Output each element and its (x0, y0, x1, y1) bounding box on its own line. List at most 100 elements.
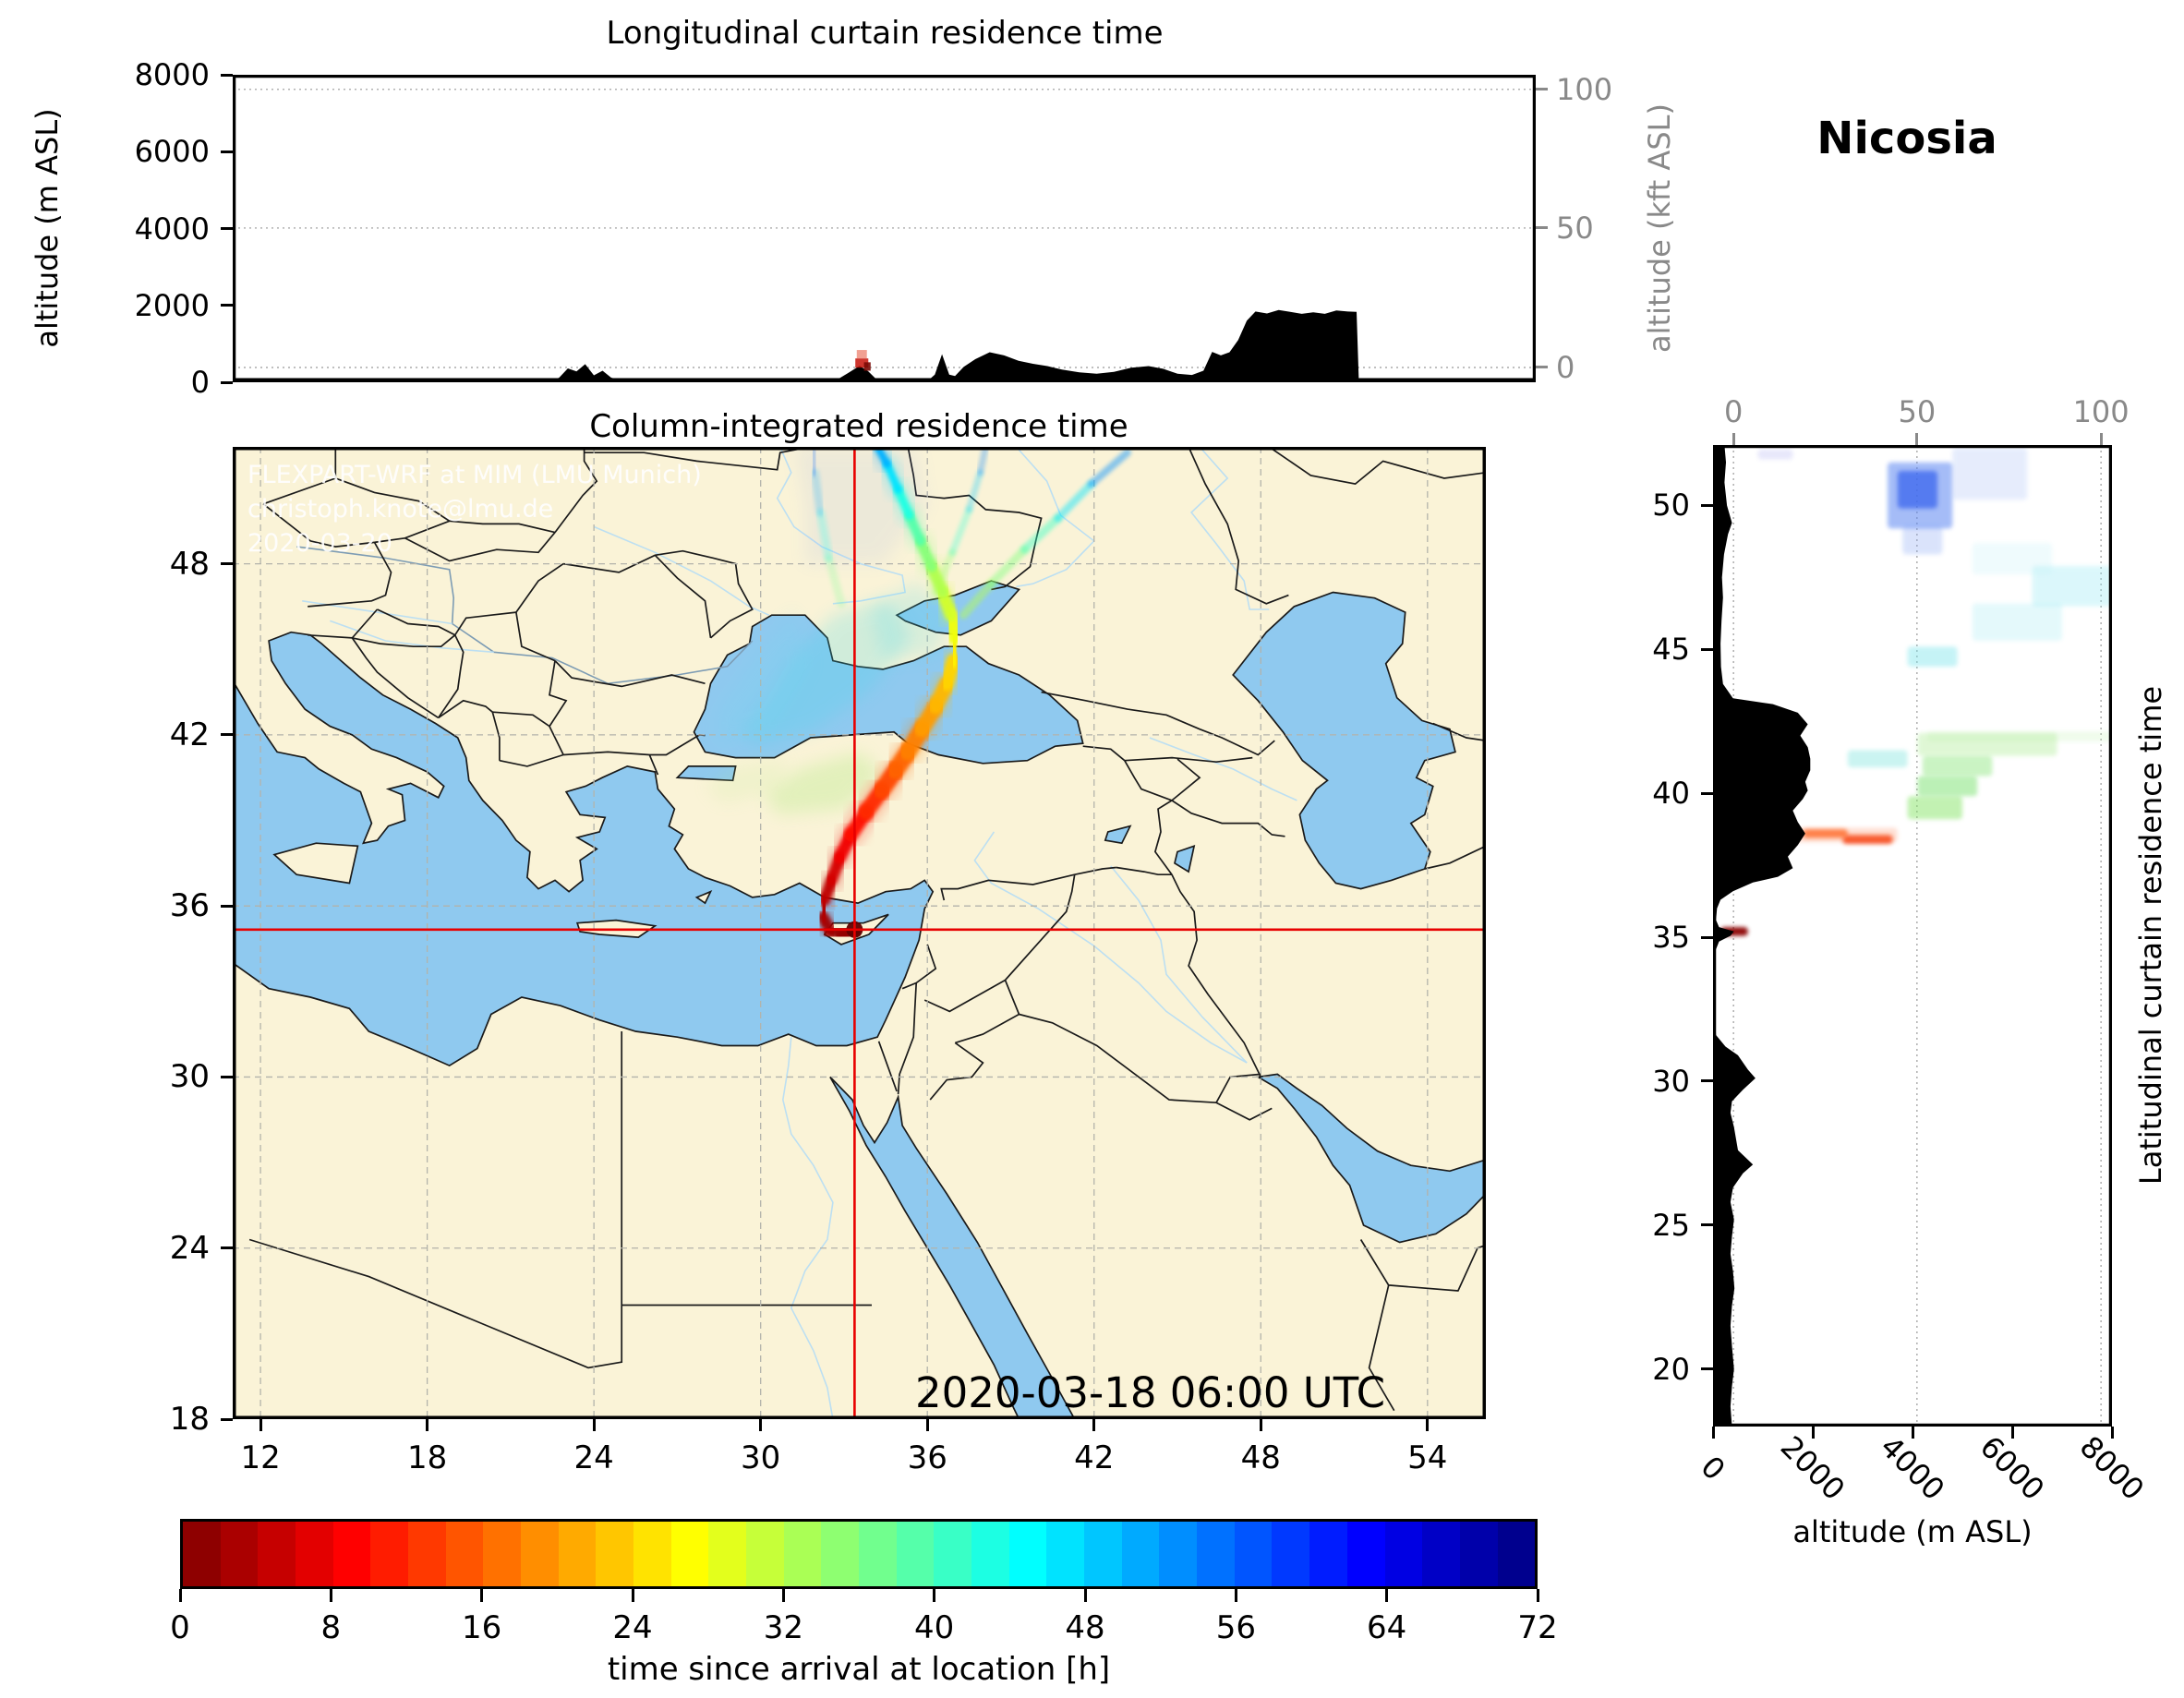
colorbar-segment (708, 1522, 747, 1586)
colorbar-segment (1272, 1522, 1310, 1586)
country-border (1116, 866, 1172, 876)
colorbar-tick-label: 48 (1065, 1609, 1105, 1646)
map-ytick-label: 18 (169, 1401, 210, 1438)
map-ytick-label: 30 (169, 1058, 210, 1096)
river (593, 525, 770, 616)
right-panel-ylabel: Latitudinal curtain residence time (2133, 685, 2168, 1186)
colorbar-segment (558, 1522, 597, 1586)
map-xtick-label: 30 (741, 1439, 781, 1476)
terrain-profile-latitudinal (1713, 445, 1811, 1427)
top-panel-ylabel-right: altitude (kft ASL) (1642, 103, 1677, 353)
colorbar-segment (670, 1522, 709, 1586)
country-border (352, 634, 456, 648)
colorbar-tick-label: 72 (1517, 1609, 1558, 1646)
right-panel-kft-tick-label: 100 (2072, 394, 2130, 429)
colorbar-segment (521, 1522, 559, 1586)
sea-lake_urmia (1174, 845, 1196, 873)
country-border (1153, 800, 1173, 875)
colorbar-segment (1008, 1522, 1047, 1586)
country-border (584, 447, 811, 471)
country-border (901, 944, 937, 990)
map-xtick (759, 1419, 763, 1431)
top-panel-ytick (221, 227, 233, 230)
right-panel-ytick-label: 40 (1652, 776, 1690, 812)
map-xtick (1426, 1419, 1430, 1431)
country-border (549, 726, 564, 755)
country-border (1124, 756, 1253, 764)
top-panel-kft-tick (1536, 226, 1548, 230)
top-panel-kft-tick-label: 50 (1556, 210, 1594, 246)
residence-blob (1907, 646, 1958, 668)
right-panel-ytick (1701, 935, 1713, 939)
residence-blob (2032, 565, 2112, 607)
residence-blob (1847, 750, 1908, 768)
diffuse-plume-fan (705, 757, 789, 803)
map-xtick (1259, 1419, 1262, 1431)
map-ytick (221, 904, 233, 908)
country-border (877, 1041, 898, 1092)
plume-segment (986, 545, 1030, 588)
right-panel-kft-tick-label: 50 (1898, 394, 1937, 429)
station-title: Nicosia (1816, 113, 1997, 164)
longitudinal-curtain-plot (233, 75, 1536, 382)
country-border (1004, 874, 1076, 981)
plume-segment (815, 508, 833, 562)
plume-segment (904, 510, 925, 547)
country-border (404, 532, 556, 562)
country-border (438, 699, 493, 719)
plume-segment (965, 469, 983, 513)
country-border (654, 554, 712, 639)
country-border (1188, 447, 1289, 605)
colorbar-tick (1536, 1589, 1539, 1602)
colorbar-label: time since arrival at location [h] (607, 1651, 1111, 1688)
right-panel-ytick (1701, 503, 1713, 507)
top-panel-ytick (221, 73, 233, 77)
right-panel-kft-tick (1915, 433, 1919, 445)
top-panel-ytick (221, 150, 233, 153)
colorbar-tick (631, 1589, 634, 1602)
colorbar (180, 1519, 1538, 1589)
colorbar-tick (1385, 1589, 1389, 1602)
diffuse-plume-fan (716, 609, 811, 747)
map-ytick (221, 733, 233, 737)
map-ytick (221, 1075, 233, 1078)
country-border (1082, 745, 1126, 762)
map-ytick-label: 36 (169, 887, 210, 925)
country-border (1171, 800, 1285, 837)
top-panel-ytick (221, 380, 233, 384)
country-border (308, 541, 392, 608)
country-border (248, 1238, 623, 1369)
top-panel-ytick-label: 6000 (134, 134, 210, 170)
watermark-line-3: 2020-03-20 (247, 529, 392, 558)
watermark: FLEXPART-WRF at MIM (LMU Munich) christo… (247, 458, 702, 560)
right-panel-ytick (1701, 1079, 1713, 1083)
top-panel-title: Longitudinal curtain residence time (606, 15, 1164, 52)
map-xtick-label: 18 (406, 1439, 448, 1476)
colorbar-segment (1497, 1522, 1536, 1586)
map-xtick-label: 48 (1240, 1439, 1281, 1476)
country-border (1424, 845, 1486, 870)
right-panel-ytick-label: 35 (1652, 920, 1690, 956)
colorbar-segment (859, 1522, 897, 1586)
colorbar-segment (633, 1522, 671, 1586)
right-panel-xtick-label: 2000 (1773, 1428, 1852, 1508)
top-panel-kft-tick (1536, 366, 1548, 369)
map-date-label: 2020-03-18 06:00 UTC (914, 1368, 1385, 1417)
top-panel-ylabel: altitude (m ASL) (30, 108, 65, 348)
colorbar-segment (258, 1522, 296, 1586)
country-border (554, 660, 706, 688)
colorbar-tick (329, 1589, 332, 1602)
colorbar-segment (1121, 1522, 1160, 1586)
river (1149, 737, 1297, 801)
right-panel-xtick-label: 6000 (1973, 1428, 2052, 1508)
map-xtick-label: 42 (1074, 1439, 1115, 1476)
sea-lake_van (1104, 825, 1132, 845)
colorbar-tick-label: 56 (1215, 1609, 1256, 1646)
colorbar-segment (408, 1522, 446, 1586)
country-border (1359, 1239, 1486, 1292)
country-border (515, 562, 564, 613)
right-panel-xtick (2110, 1427, 2114, 1439)
top-panel-ytick-label: 0 (190, 365, 210, 400)
plume-segment (976, 447, 989, 476)
plume-segment (959, 579, 995, 620)
